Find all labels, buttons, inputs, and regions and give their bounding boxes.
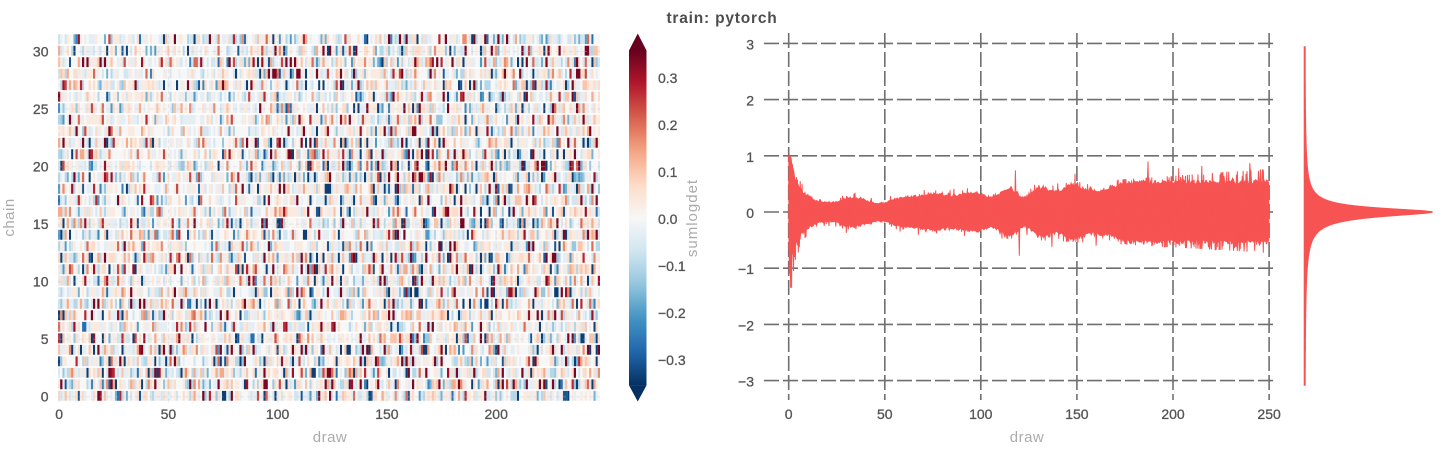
svg-text:150: 150 — [375, 406, 399, 422]
svg-text:15: 15 — [33, 216, 49, 232]
svg-text:5: 5 — [41, 331, 49, 347]
svg-text:10: 10 — [33, 274, 49, 290]
svg-text:100: 100 — [969, 406, 993, 422]
svg-text:draw: draw — [1010, 429, 1045, 446]
svg-text:25: 25 — [33, 101, 49, 117]
svg-text:−0.2: −0.2 — [658, 305, 686, 321]
svg-text:1: 1 — [746, 149, 754, 165]
svg-text:200: 200 — [485, 406, 509, 422]
svg-text:20: 20 — [33, 159, 49, 175]
svg-text:0: 0 — [746, 205, 754, 221]
svg-text:train: pytorch: train: pytorch — [666, 10, 777, 27]
svg-text:−0.1: −0.1 — [658, 258, 686, 274]
svg-text:200: 200 — [1161, 406, 1185, 422]
svg-text:−1: −1 — [738, 261, 754, 277]
svg-text:30: 30 — [33, 44, 49, 60]
svg-text:chain: chain — [1, 198, 18, 236]
svg-text:draw: draw — [313, 429, 348, 446]
svg-text:0: 0 — [785, 406, 793, 422]
svg-text:2: 2 — [746, 93, 754, 109]
svg-text:sumlogdet: sumlogdet — [684, 179, 701, 257]
svg-text:50: 50 — [877, 406, 893, 422]
svg-text:100: 100 — [266, 406, 290, 422]
svg-text:150: 150 — [1065, 406, 1089, 422]
svg-text:0.1: 0.1 — [658, 164, 678, 180]
svg-text:0.0: 0.0 — [658, 211, 678, 227]
svg-text:0: 0 — [41, 389, 49, 405]
svg-text:0: 0 — [55, 406, 63, 422]
svg-text:−0.3: −0.3 — [658, 352, 686, 368]
svg-text:−3: −3 — [738, 374, 754, 390]
svg-text:3: 3 — [746, 36, 754, 52]
svg-text:0.3: 0.3 — [658, 70, 678, 86]
svg-text:0.2: 0.2 — [658, 117, 678, 133]
svg-text:250: 250 — [1257, 406, 1281, 422]
svg-text:−2: −2 — [738, 317, 754, 333]
svg-text:50: 50 — [161, 406, 177, 422]
